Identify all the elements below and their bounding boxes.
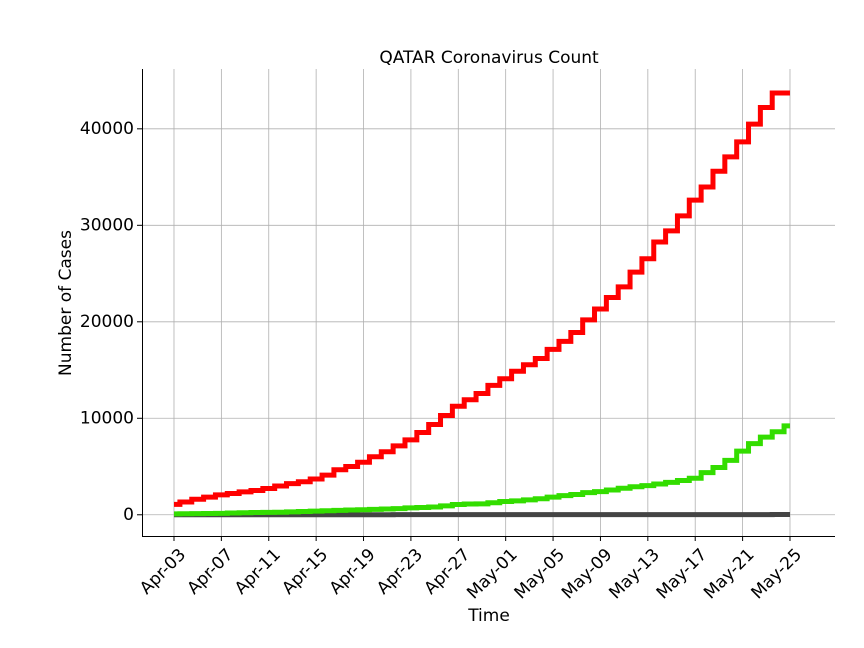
x-tick-label: May-21 [700, 545, 758, 603]
x-tick-label: Apr-11 [231, 545, 285, 599]
x-tick-label: May-09 [558, 545, 616, 603]
x-tick-label: Apr-07 [184, 545, 238, 599]
y-tick-label: 10000 [80, 408, 134, 428]
x-tick-label: May-05 [511, 545, 569, 603]
x-tick-label: May-17 [653, 545, 711, 603]
x-tick-label: May-01 [463, 545, 521, 603]
x-tick-label: Apr-03 [136, 545, 190, 599]
x-tick-label: Apr-19 [326, 545, 380, 599]
chart-title: QATAR Coronavirus Count [379, 48, 599, 68]
y-tick-label: 0 [123, 505, 134, 525]
series-line-recovered [173, 423, 790, 517]
y-axis-ticks: 0 10000 20000 30000 40000 [80, 119, 142, 525]
series-line-confirmed [173, 90, 790, 507]
y-tick-label: 30000 [80, 215, 134, 235]
x-tick-label: Apr-23 [373, 545, 427, 599]
x-tick-label: Apr-15 [278, 545, 332, 599]
y-tick-label: 40000 [80, 119, 134, 139]
x-axis-label: Time [467, 606, 510, 626]
x-tick-label: May-25 [748, 545, 806, 603]
x-axis-ticks: Apr-03Apr-07Apr-11Apr-15Apr-19Apr-23Apr-… [136, 536, 806, 603]
series-layer [173, 90, 790, 518]
y-tick-label: 20000 [80, 312, 134, 332]
x-tick-label: May-13 [605, 545, 663, 603]
grid [142, 69, 835, 536]
y-axis-label: Number of Cases [56, 230, 76, 376]
